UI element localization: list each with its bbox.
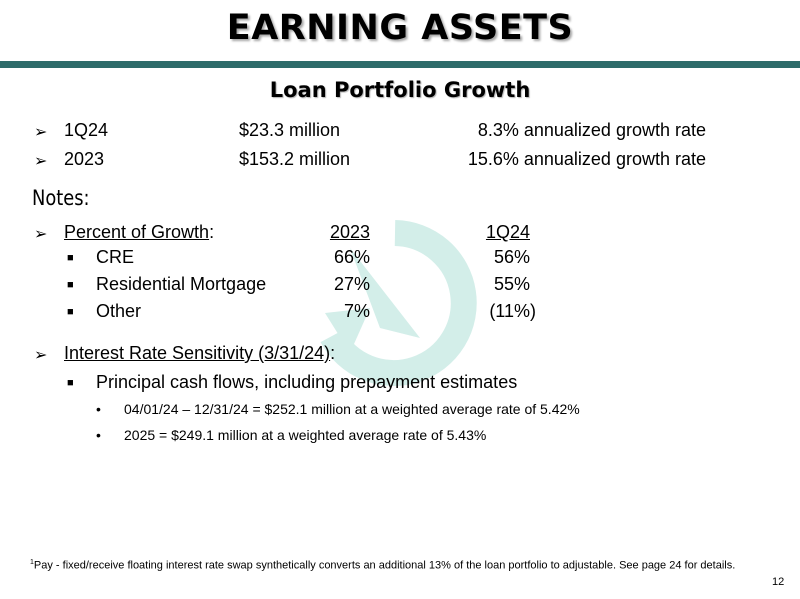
growth-value-2023: 7%: [343, 301, 370, 321]
footnote-text: Pay - fixed/receive floating interest ra…: [33, 559, 736, 572]
square-bullet-icon: ■: [67, 279, 74, 291]
growth-period: 1Q24: [64, 120, 109, 140]
square-bullet-icon: ■: [67, 306, 74, 318]
column-header-2023: 2023: [329, 222, 370, 242]
growth-category-name: Other: [96, 301, 142, 321]
section-subtitle: Loan Portfolio Growth: [269, 78, 531, 102]
dot-bullet-icon: •: [96, 401, 101, 417]
growth-value-1q24: 55%: [493, 274, 530, 294]
arrow-bullet-icon: ➢: [34, 347, 48, 364]
arrow-bullet-icon: ➢: [34, 124, 48, 141]
percent-growth-suffix: :: [209, 222, 215, 242]
arrow-bullet-icon: ➢: [34, 226, 48, 243]
square-bullet-icon: ■: [67, 377, 74, 389]
rate-sensitivity-heading: Interest Rate Sensitivity (3/31/24):: [64, 343, 335, 364]
arrow-bullet-icon: ➢: [34, 153, 48, 170]
growth-period: 2023: [64, 149, 105, 169]
footnote: 1Pay - fixed/receive floating interest r…: [30, 559, 735, 572]
growth-value-2023: 66%: [333, 247, 370, 267]
cash-flow-detail: 04/01/24 – 12/31/24 = $252.1 million at …: [124, 401, 580, 417]
rate-sensitivity-label: Interest Rate Sensitivity (3/31/24): [64, 343, 331, 363]
circular-arrow-logo-icon: [320, 220, 477, 386]
growth-rate: 8.3% annualized growth rate: [477, 120, 706, 140]
growth-rate: 15.6% annualized growth rate: [467, 149, 706, 169]
growth-value-2023: 27%: [333, 274, 370, 294]
column-header-1q24: 1Q24: [485, 222, 530, 242]
page-title: EARNING ASSETS: [226, 8, 574, 48]
cash-flow-detail: 2025 = $249.1 million at a weighted aver…: [124, 427, 487, 443]
growth-value-1q24: (11%): [489, 301, 536, 321]
cash-flow-item: Principal cash flows, including prepayme…: [96, 372, 518, 392]
growth-value-1q24: 56%: [493, 247, 530, 267]
footnote-marker: 1: [30, 559, 34, 566]
growth-category-name: CRE: [96, 247, 135, 267]
rate-sensitivity-suffix: :: [330, 343, 336, 363]
growth-amount: $23.3 million: [239, 120, 341, 140]
title-divider: [0, 61, 800, 68]
growth-amount: $153.2 million: [239, 149, 351, 169]
growth-category-name: Residential Mortgage: [96, 274, 267, 294]
notes-heading: Notes:: [32, 186, 90, 210]
dot-bullet-icon: •: [96, 427, 101, 443]
page-number: 12: [772, 576, 785, 588]
percent-growth-heading: Percent of Growth:: [64, 222, 214, 243]
square-bullet-icon: ■: [67, 252, 74, 264]
percent-growth-label: Percent of Growth: [64, 222, 210, 242]
